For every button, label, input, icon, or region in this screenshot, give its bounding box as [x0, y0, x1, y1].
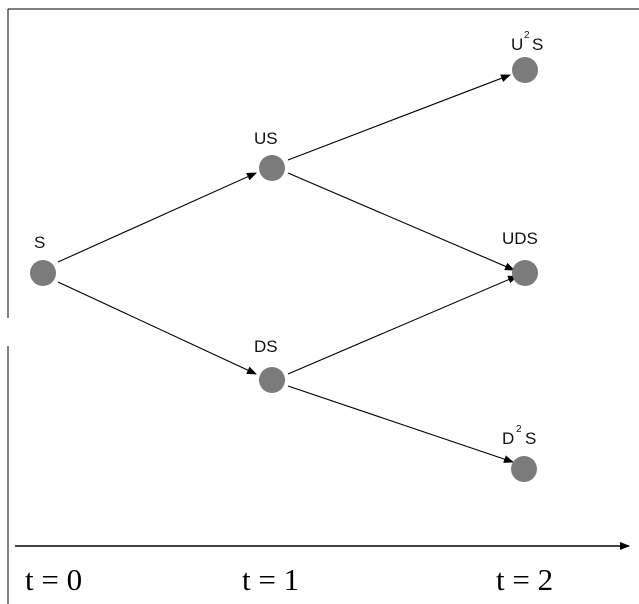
edge-us-to-u2s — [287, 74, 511, 161]
label-s: S — [34, 233, 45, 252]
node-us — [259, 155, 285, 181]
node-d2s — [511, 456, 537, 482]
edge-ds-to-d2s — [287, 385, 514, 463]
label-u2s-base: U — [511, 35, 523, 54]
label-us: US — [254, 129, 278, 148]
node-ds — [259, 367, 285, 393]
edge-s-to-us — [57, 172, 257, 263]
label-d2s-base: D — [502, 429, 514, 448]
label-d2s-tail: S — [525, 429, 536, 448]
time-label-t2: t = 2 — [496, 562, 553, 597]
time-label-t0: t = 0 — [25, 562, 82, 597]
edge-s-to-ds — [57, 281, 257, 375]
node-s — [30, 260, 56, 286]
edge-us-to-uds — [287, 172, 515, 271]
time-label-t1: t = 1 — [242, 562, 299, 597]
label-u2s-tail: S — [532, 35, 543, 54]
label-d2s-sup: 2 — [516, 424, 522, 435]
label-ds: DS — [254, 337, 278, 356]
node-uds — [512, 260, 538, 286]
label-u2s-sup: 2 — [524, 30, 530, 41]
label-uds: UDS — [502, 229, 538, 248]
node-u2s — [512, 57, 538, 83]
edge-ds-to-uds — [287, 275, 518, 375]
